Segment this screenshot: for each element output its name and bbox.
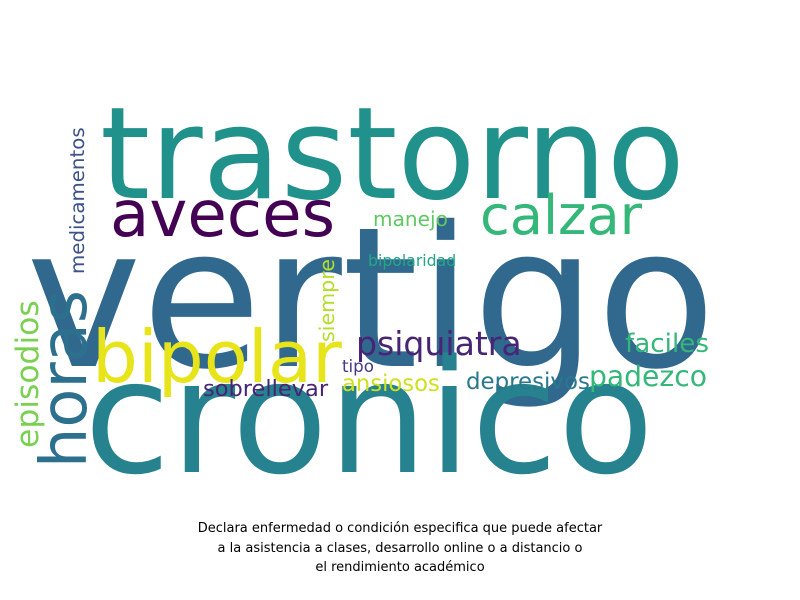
word-episodios: episodios [10, 300, 46, 448]
word-cronico: cronico [84, 327, 654, 510]
word-trastorno: trastorno [100, 80, 685, 229]
word-padezco: padezco [589, 360, 707, 393]
word-depresivos: depresivos [466, 369, 590, 395]
word-aveces: aveces [110, 177, 335, 252]
word-sobrellevar: sobrellevar [203, 376, 329, 402]
word-tipo: tipo [342, 356, 374, 376]
word-horas: horas [28, 290, 102, 468]
caption-line-3: el rendimiento académico [315, 560, 485, 575]
word-ansiosos: ansiosos [342, 371, 440, 397]
word-faciles: faciles [625, 329, 709, 359]
word-manejo: manejo [373, 207, 448, 231]
chart-caption: Declara enfermedad o condición especific… [100, 519, 700, 578]
word-siempre: siempre [315, 259, 339, 342]
word-vertigo: vertigo [26, 186, 716, 413]
caption-line-2: a la asistencia a clases, desarrollo onl… [217, 540, 583, 556]
word-calzar: calzar [480, 184, 643, 247]
caption-line-1: Declara enfermedad o condición especific… [197, 521, 603, 536]
word-medicamentos: medicamentos [66, 127, 89, 274]
word-bipolaridad: bipolaridad [368, 251, 456, 270]
word-psiquiatra: psiquiatra [356, 324, 522, 363]
word-bipolar: bipolar [92, 316, 342, 400]
